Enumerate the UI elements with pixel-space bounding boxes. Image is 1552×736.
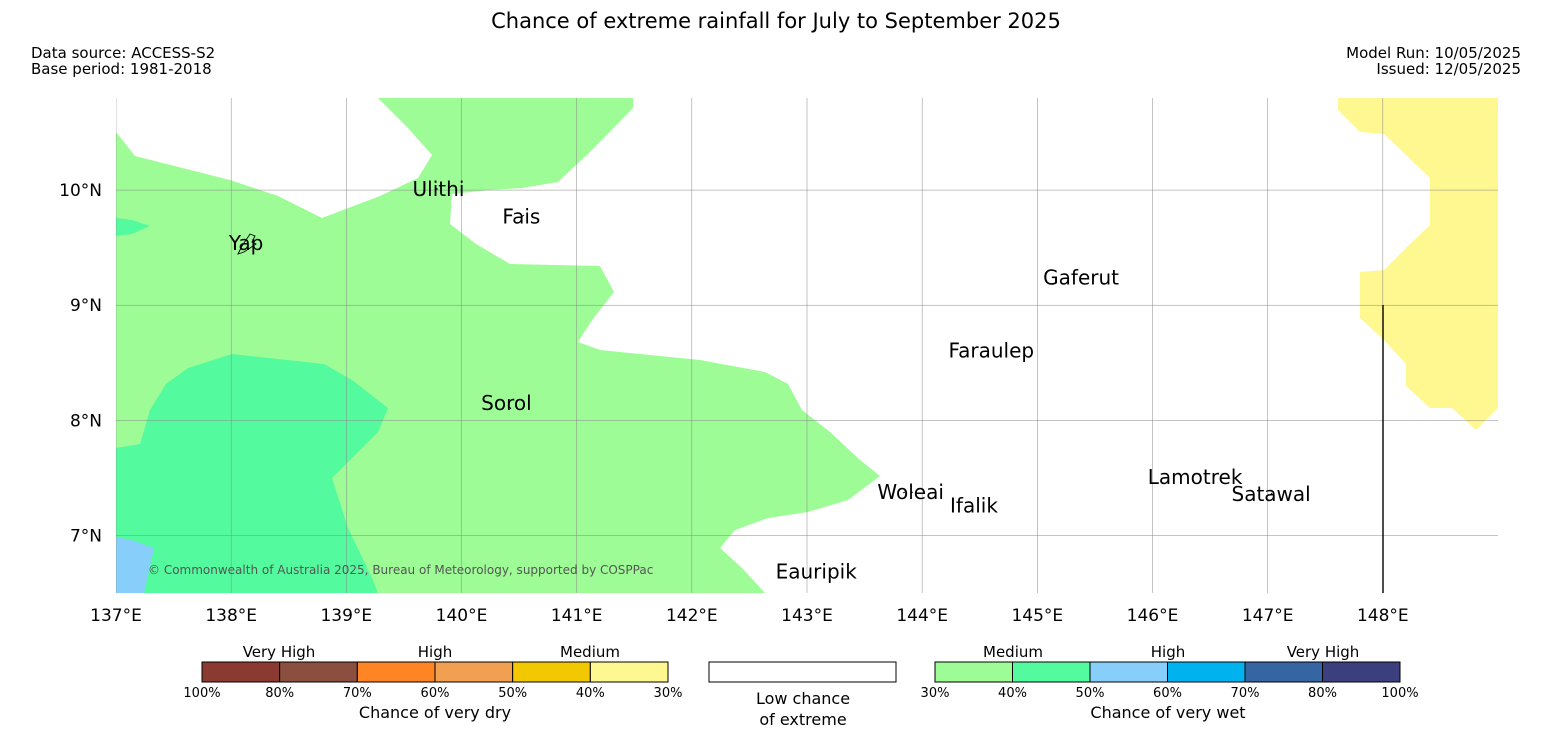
map-title: Chance of extreme rainfall for July to S… xyxy=(491,9,1061,33)
legend-category-label: Medium xyxy=(560,643,620,661)
satawal-island xyxy=(1270,492,1274,496)
place-label: Ifalik xyxy=(950,494,998,518)
sorol-island xyxy=(507,404,512,410)
legend-category-label: High xyxy=(418,643,452,661)
place-label: Satawal xyxy=(1232,482,1311,506)
issued-date: Issued: 12/05/2025 xyxy=(1376,60,1521,78)
low-chance-label-1: Low chance xyxy=(756,689,850,708)
lon-tick-label: 143°E xyxy=(781,606,833,626)
dry-legend-ticks: 100% 80% 70% 60% 50% 40% 30% xyxy=(183,686,682,701)
high-wet-region xyxy=(116,354,388,593)
legend-tick-label: 40% xyxy=(576,686,605,701)
lon-tick-label: 145°E xyxy=(1011,606,1063,626)
legend-tick-label: 70% xyxy=(343,686,372,701)
lat-tick-label: 8°N xyxy=(70,411,102,431)
lon-tick-label: 146°E xyxy=(1127,606,1179,626)
legend-swatch xyxy=(1167,661,1246,683)
legend-swatch xyxy=(934,661,1013,683)
place-label: Woleai xyxy=(877,480,944,504)
legend-swatch xyxy=(434,661,514,683)
dry-legend-colorbar xyxy=(201,661,669,683)
metadata-left: Data source: ACCESS-S2 Base period: 1981… xyxy=(31,45,215,77)
longitude-tick-labels: 137°E 138°E 139°E 140°E 141°E 142°E 143°E 144°E… xyxy=(90,606,1409,626)
place-label: Faraulep xyxy=(948,338,1034,362)
legend-swatch xyxy=(1244,661,1323,683)
legend-tick-label: 100% xyxy=(1381,686,1418,701)
legend-swatch xyxy=(1089,661,1168,683)
legend-tick-label: 80% xyxy=(265,686,294,701)
yap-island-outline xyxy=(237,233,257,255)
legend-tick-label: 60% xyxy=(421,686,450,701)
legend-swatch xyxy=(1012,661,1091,683)
low-chance-swatch xyxy=(708,661,897,683)
dry-legend-label: Chance of very dry xyxy=(359,703,511,722)
place-labels: Ulithi Fais Yap Gaferut Faraulep Sorol WoleaiI… xyxy=(228,177,1311,583)
place-label: Fais xyxy=(502,205,540,229)
dry-legend: Very High High Medium 100% 80% 70% 60% 50% 40% 3… xyxy=(183,643,682,722)
lat-tick-label: 9°N xyxy=(70,296,102,316)
lon-tick-label: 148°E xyxy=(1357,606,1409,626)
legend-swatch xyxy=(589,661,669,683)
lat-tick-label: 10°N xyxy=(59,181,102,201)
legend-tick-label: 70% xyxy=(1231,686,1260,701)
low-chance-legend: Low chance of extreme xyxy=(708,661,897,729)
model-run: Model Run: 10/05/2025 xyxy=(1346,44,1521,62)
lon-tick-label: 138°E xyxy=(205,606,257,626)
lon-tick-label: 147°E xyxy=(1242,606,1294,626)
lon-tick-label: 142°E xyxy=(666,606,718,626)
lon-tick-label: 144°E xyxy=(896,606,948,626)
map-panel: Ulithi Fais Yap Gaferut Faraulep Sorol WoleaiI… xyxy=(116,98,1498,593)
coastlines xyxy=(237,188,1274,496)
legend-swatch xyxy=(201,661,281,683)
legend-tick-label: 60% xyxy=(1153,686,1182,701)
lon-tick-label: 141°E xyxy=(551,606,603,626)
low-chance-label-2: of extreme xyxy=(759,710,846,729)
legend-tick-label: 30% xyxy=(654,686,683,701)
base-period: Base period: 1981-2018 xyxy=(31,60,212,78)
legend-tick-label: 50% xyxy=(498,686,527,701)
wet-legend-ticks: 30% 40% 50% 60% 70% 80% 100% xyxy=(921,686,1419,701)
wet-legend-colorbar xyxy=(934,661,1401,683)
place-label: Eauripik xyxy=(776,559,858,583)
legend-swatch xyxy=(279,661,358,683)
latitude-tick-labels: 10°N 9°N 8°N 7°N xyxy=(59,181,102,546)
place-label: Sorol xyxy=(481,391,532,415)
legend-swatch xyxy=(512,661,591,683)
legend-category-label: Very High xyxy=(1287,643,1360,661)
place-label: Gaferut xyxy=(1043,266,1119,290)
legend-tick-label: 100% xyxy=(183,686,220,701)
metadata-right: Model Run: 10/05/2025 Issued: 12/05/2025 xyxy=(1346,45,1521,77)
place-label: Lamotrek xyxy=(1148,465,1243,489)
wet-legend: Medium High Very High 30% 40% 50% 60% 70% 80% 10… xyxy=(921,643,1419,722)
dry-legend-categories: Very High High Medium xyxy=(243,643,620,661)
place-label: Yap xyxy=(228,231,263,255)
ifalik-island-2 xyxy=(910,491,914,494)
legend-category-label: Very High xyxy=(243,643,316,661)
wet-legend-label: Chance of very wet xyxy=(1090,703,1245,722)
data-source: Data source: ACCESS-S2 xyxy=(31,44,216,62)
wet-legend-categories: Medium High Very High xyxy=(983,643,1359,661)
legend-category-label: High xyxy=(1151,643,1185,661)
lat-tick-label: 7°N xyxy=(70,526,102,546)
high-wet-spot xyxy=(116,218,150,236)
legend-tick-label: 50% xyxy=(1076,686,1105,701)
legend-tick-label: 80% xyxy=(1308,686,1337,701)
ifalik-island-1 xyxy=(902,491,906,494)
medium-dry-region xyxy=(1338,98,1498,430)
legend-tick-label: 40% xyxy=(998,686,1027,701)
lon-tick-label: 139°E xyxy=(320,606,372,626)
fais-island xyxy=(519,214,525,219)
legend-tick-label: 30% xyxy=(921,686,950,701)
lon-tick-label: 137°E xyxy=(90,606,142,626)
legend-swatch xyxy=(356,661,436,683)
place-label: Ulithi xyxy=(413,177,465,201)
copyright-notice: © Commonwealth of Australia 2025, Bureau… xyxy=(148,563,653,577)
very-high-wet-region xyxy=(116,537,154,593)
legend-swatch xyxy=(1322,661,1401,683)
legend-category-label: Medium xyxy=(983,643,1043,661)
lon-tick-label: 140°E xyxy=(436,606,488,626)
